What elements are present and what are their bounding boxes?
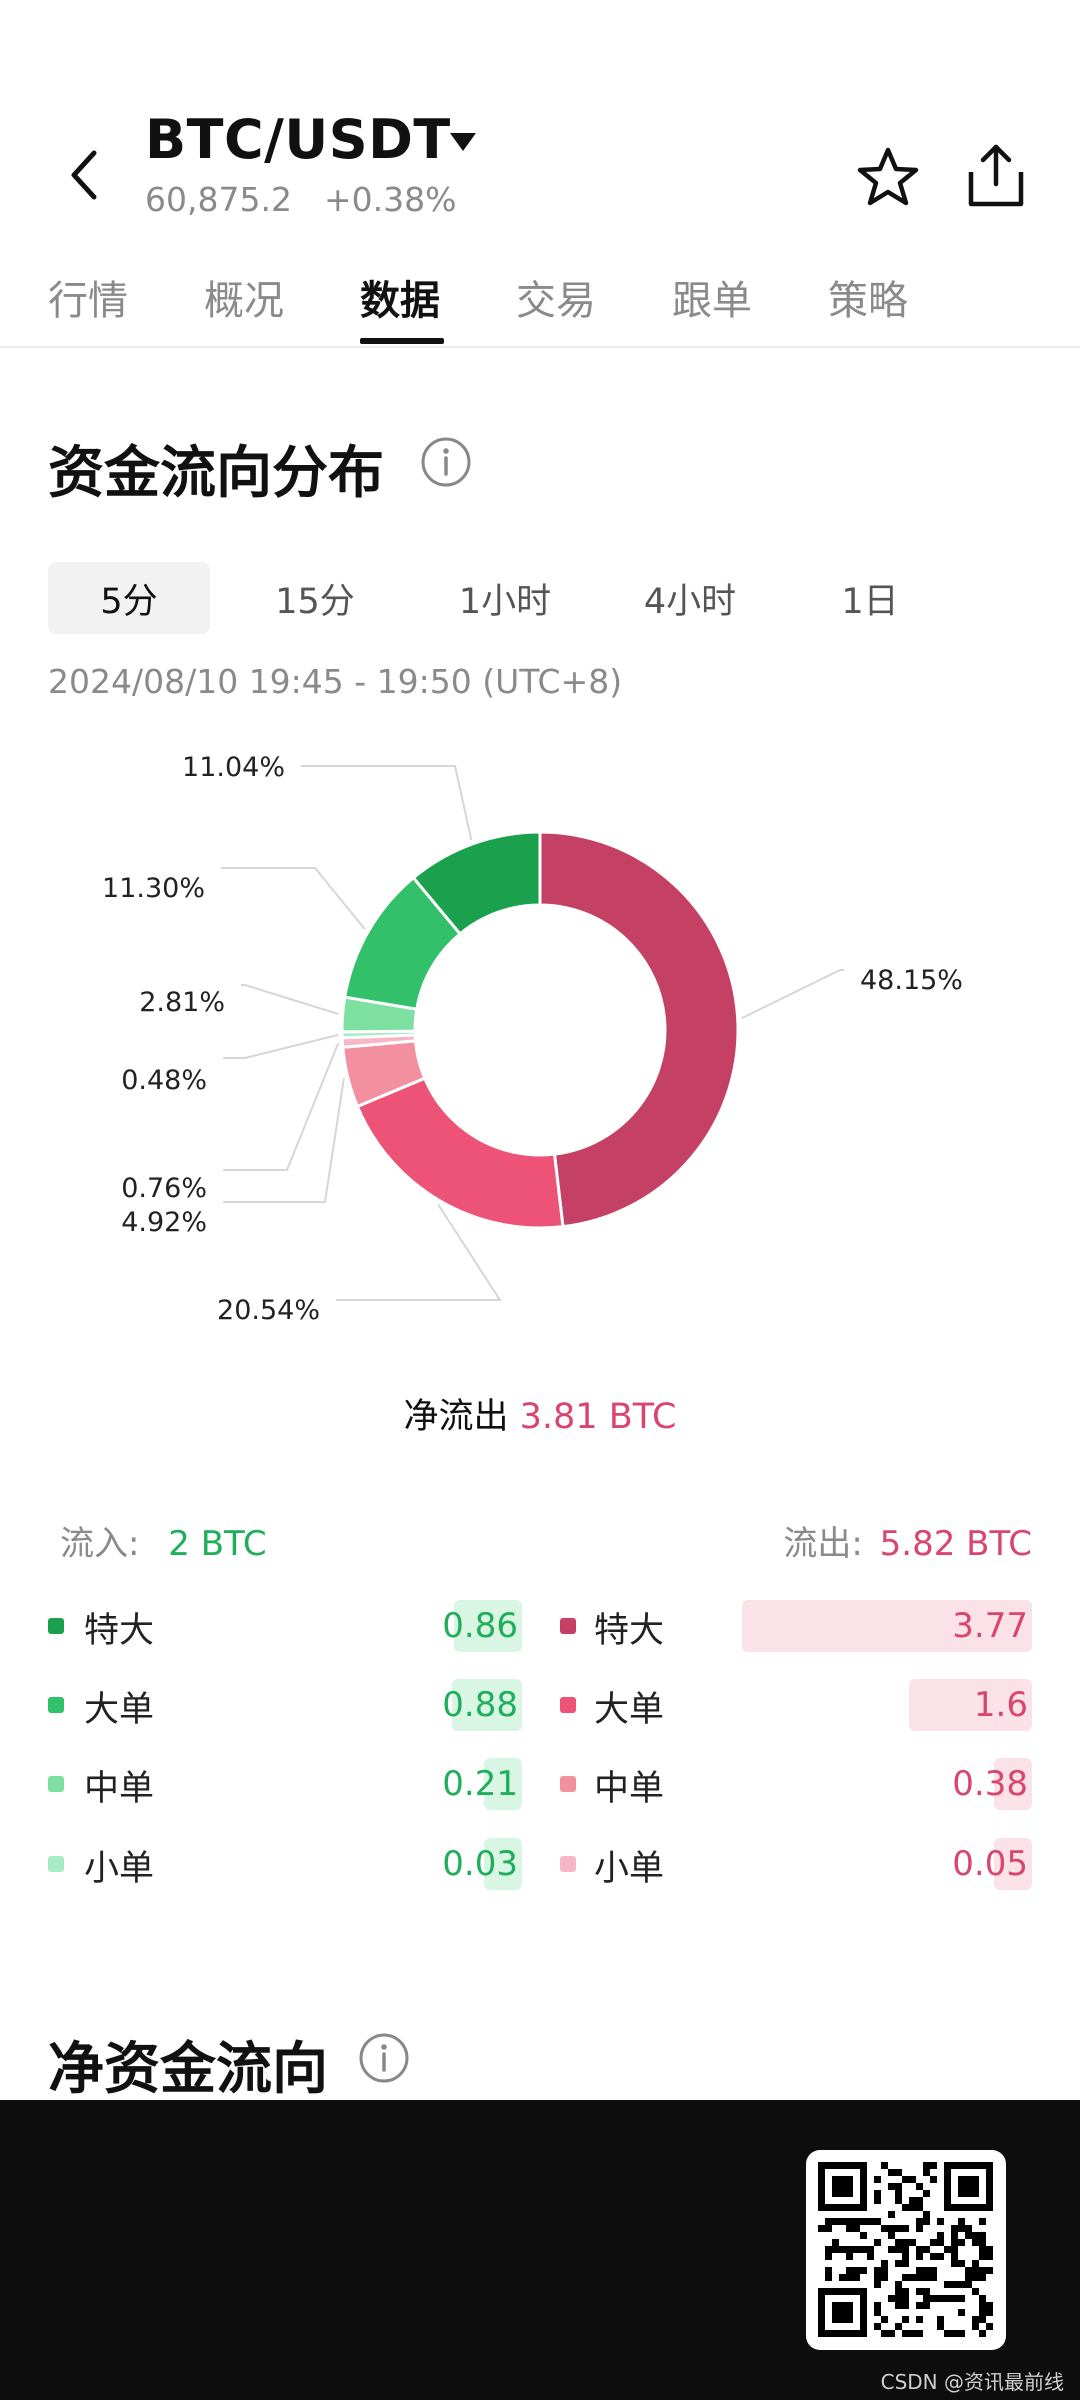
inflow-row-bar <box>484 1838 522 1890</box>
inflow-row-bar <box>452 1679 522 1731</box>
share-icon[interactable] <box>965 142 1027 210</box>
donut-leader-line <box>223 1078 345 1203</box>
fund-flow-distribution-title: 资金流向分布 <box>48 441 384 506</box>
outflow-row-label: 小单 <box>594 1849 665 1889</box>
donut-leader-line <box>741 969 844 1020</box>
donut-slice-label: 0.48% <box>121 1065 207 1096</box>
info-icon[interactable] <box>358 2032 410 2084</box>
donut-slice-inflow-7 <box>411 830 542 936</box>
period-1d[interactable]: 1日 <box>841 581 899 622</box>
tab-data[interactable]: 数据 <box>360 278 440 324</box>
net-flow: 净流出 3.81 BTC <box>0 1388 1080 1439</box>
donut-slice-label: 20.54% <box>217 1295 320 1326</box>
qr-code <box>806 2150 1006 2350</box>
inflow-row-value: 0.03 <box>442 1844 518 1884</box>
outflow-total: 5.82 BTC <box>879 1524 1032 1564</box>
tab-strategy[interactable]: 策略 <box>828 278 908 324</box>
donut-slice-label: 2.81% <box>139 987 225 1018</box>
outflow-row-bar <box>742 1600 1032 1652</box>
outflow-row-value: 0.05 <box>952 1844 1028 1884</box>
period-4h[interactable]: 4小时 <box>643 581 737 622</box>
inflow-row-bar <box>484 1758 522 1810</box>
inflow-summary: 流入: 2 BTC <box>60 1516 267 1565</box>
outflow-row-label: 中单 <box>594 1769 665 1809</box>
outflow-row-value: 0.38 <box>952 1764 1028 1804</box>
inflow-row-legend-dot <box>48 1856 64 1872</box>
outflow-row-value: 1.6 <box>973 1685 1028 1725</box>
inflow-row-label: 小单 <box>84 1849 155 1889</box>
donut-leader-line <box>221 867 366 930</box>
price-change: +0.38% <box>324 180 457 219</box>
outflow-row-legend-dot <box>560 1618 576 1634</box>
pair-dropdown-icon[interactable] <box>450 133 476 151</box>
outflow-row-legend-dot <box>560 1697 576 1713</box>
donut-slice-label: 48.15% <box>860 965 963 996</box>
inflow-row-label: 中单 <box>84 1769 155 1809</box>
tab-market[interactable]: 行情 <box>48 278 128 324</box>
outflow-label: 流出: <box>783 1524 863 1564</box>
tab-copy-trading[interactable]: 跟单 <box>672 278 752 324</box>
donut-leader-line <box>223 1033 339 1059</box>
outflow-row-value: 3.77 <box>952 1606 1028 1646</box>
outflow-row-bar <box>909 1679 1032 1731</box>
donut-slice-label: 0.76% <box>121 1173 207 1204</box>
back-icon[interactable] <box>60 145 110 205</box>
outflow-row-legend-dot <box>560 1856 576 1872</box>
inflow-row-legend-dot <box>48 1776 64 1792</box>
outflow-row-label: 大单 <box>594 1690 665 1730</box>
period-5m[interactable]: 5分 <box>48 562 210 634</box>
net-flow-value: 3.81 BTC <box>519 1397 677 1437</box>
donut-leader-line <box>301 765 473 841</box>
fund-flow-donut-chart: 48.15% 20.54% 4.92%0.76% 0.48% 2.81% 11.30% 11… <box>102 752 963 1326</box>
outflow-summary: 流出: 5.82 BTC <box>783 1516 1032 1565</box>
pair-title[interactable]: BTC/USDT <box>145 108 451 171</box>
inflow-row-legend-dot <box>48 1618 64 1634</box>
outflow-row-bar <box>994 1838 1032 1890</box>
donut-leader-line <box>241 984 339 1016</box>
period-1h[interactable]: 1小时 <box>458 581 552 622</box>
period-15m[interactable]: 15分 <box>275 581 355 622</box>
outflow-row-legend-dot <box>560 1776 576 1792</box>
inflow-row-label: 大单 <box>84 1690 155 1730</box>
donut-leader-line <box>336 1203 502 1301</box>
outflow-row-bar <box>994 1758 1032 1810</box>
donut-slice-outflow-1 <box>355 1076 565 1230</box>
inflow-row-value: 0.21 <box>442 1764 518 1804</box>
inflow-row-bar <box>454 1600 522 1652</box>
info-icon[interactable] <box>420 436 472 488</box>
inflow-row-value: 0.88 <box>442 1685 518 1725</box>
tab-trade[interactable]: 交易 <box>516 278 596 324</box>
last-price: 60,875.2 <box>145 180 292 219</box>
tab-bar: 行情 概况 数据 交易 跟单 策略 <box>0 262 1080 348</box>
inflow-row-value: 0.86 <box>442 1606 518 1646</box>
watermark: CSDN @资讯最前线 <box>880 2370 1064 2394</box>
inflow-row-legend-dot <box>48 1697 64 1713</box>
donut-slice-outflow-0 <box>538 830 740 1229</box>
donut-slice-label: 11.04% <box>182 752 285 783</box>
star-icon[interactable] <box>855 145 921 211</box>
time-range: 2024/08/10 19:45 - 19:50 (UTC+8) <box>48 662 623 701</box>
donut-slice-label: 11.30% <box>102 873 205 904</box>
tab-overview[interactable]: 概况 <box>204 278 284 324</box>
net-fund-flow-title: 净资金流向 <box>48 2037 328 2102</box>
donut-slice-label: 4.92% <box>121 1207 207 1238</box>
outflow-row-label: 特大 <box>594 1611 665 1651</box>
donut-leader-line <box>223 1042 340 1171</box>
tab-active-indicator <box>360 338 444 344</box>
inflow-total: 2 BTC <box>168 1524 267 1564</box>
net-flow-label: 净流出 <box>403 1397 509 1437</box>
inflow-label: 流入: <box>60 1524 140 1564</box>
inflow-row-label: 特大 <box>84 1611 155 1651</box>
